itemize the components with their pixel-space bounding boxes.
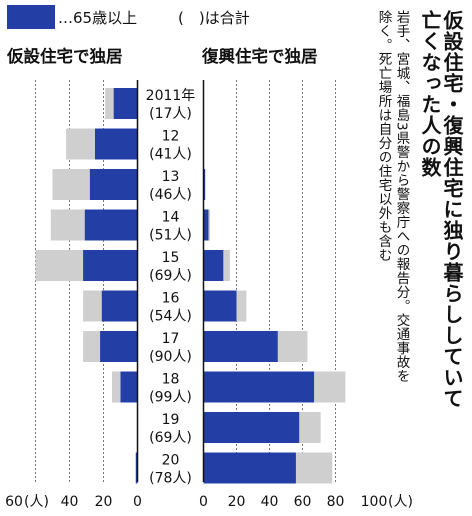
left-axis-unit: (人) <box>24 494 49 510</box>
category-year-label: 2011年 <box>146 88 196 104</box>
left-tick-label: 60 <box>5 494 23 510</box>
chart-title-line-2: 亡くなった人の数 <box>418 10 442 178</box>
right-elderly-bar <box>203 250 224 281</box>
left-elderly-bar <box>84 209 138 241</box>
category-year-label: 17 <box>162 331 180 347</box>
category-year-label: 12 <box>162 129 180 145</box>
category-labels: 2011年 (17人) 12 (41人) 13 (46人) 14 (51人) 15 (69人) 16… <box>146 88 196 487</box>
legend-total-label: ( )は合計 <box>178 9 250 27</box>
right-elderly-bar <box>203 452 296 484</box>
category-total-label: (78人) <box>149 471 192 487</box>
category-year-label: 16 <box>162 291 180 307</box>
legend-swatch <box>7 5 55 29</box>
right-tick-label: 60 <box>294 494 312 510</box>
right-tick-label: 0 <box>199 494 208 510</box>
right-elderly-bar <box>203 169 206 200</box>
right-elderly-bar <box>203 331 278 362</box>
category-total-label: (46人) <box>149 187 192 203</box>
chart-title-line-1: 仮設住宅・復興住宅に独り暮らししていて <box>440 10 464 409</box>
left-panel-title: 仮設住宅で独居 <box>6 46 123 66</box>
category-year-label: 15 <box>162 250 180 266</box>
source-note-line-2: 除く。死亡場所は自分の住宅以外も含む <box>375 10 392 262</box>
right-axis-unit: (人) <box>388 494 413 510</box>
left-elderly-bar <box>113 88 138 119</box>
legend-elderly-label: …65歳以上 <box>58 9 137 27</box>
category-total-label: (54人) <box>149 309 192 325</box>
right-elderly-bar <box>203 290 237 322</box>
tick-labels: 60 40 20 0 0 20 40 60 80 100 <box>5 494 387 510</box>
category-year-label: 20 <box>162 453 180 469</box>
category-year-label: 19 <box>162 412 180 428</box>
left-elderly-bar <box>135 452 138 484</box>
category-total-label: (69人) <box>149 268 192 284</box>
source-note-line-1: 岩手、宮城、福島3県警から警察庁への報告分。交通事故を <box>393 10 410 384</box>
right-panel-title: 復興住宅で独居 <box>201 46 318 66</box>
left-elderly-bar <box>89 169 138 200</box>
category-total-label: (51人) <box>149 228 192 244</box>
right-tick-label: 100 <box>361 494 388 510</box>
right-elderly-bar <box>203 371 315 403</box>
right-tick-label: 80 <box>327 494 345 510</box>
category-total-label: (17人) <box>149 106 192 122</box>
right-elderly-bar <box>203 412 300 443</box>
right-tick-label: 20 <box>228 494 246 510</box>
left-elderly-bar <box>100 331 138 362</box>
bars <box>35 88 346 484</box>
category-year-label: 18 <box>162 372 180 388</box>
left-elderly-bar <box>95 128 138 160</box>
category-total-label: (41人) <box>149 147 192 163</box>
left-tick-label: 0 <box>133 494 142 510</box>
right-elderly-bar <box>203 209 209 241</box>
left-elderly-bar <box>120 371 138 403</box>
left-elderly-bar <box>83 250 138 281</box>
legend: …65歳以上 ( )は合計 <box>7 5 250 29</box>
category-year-label: 14 <box>162 210 180 226</box>
left-tick-label: 20 <box>95 494 113 510</box>
left-elderly-bar <box>101 290 138 322</box>
right-tick-label: 40 <box>261 494 279 510</box>
category-total-label: (69人) <box>149 430 192 446</box>
category-total-label: (90人) <box>149 349 192 365</box>
category-year-label: 13 <box>162 169 180 185</box>
category-total-label: (99人) <box>149 390 192 406</box>
left-tick-label: 40 <box>61 494 79 510</box>
axes <box>136 80 205 482</box>
